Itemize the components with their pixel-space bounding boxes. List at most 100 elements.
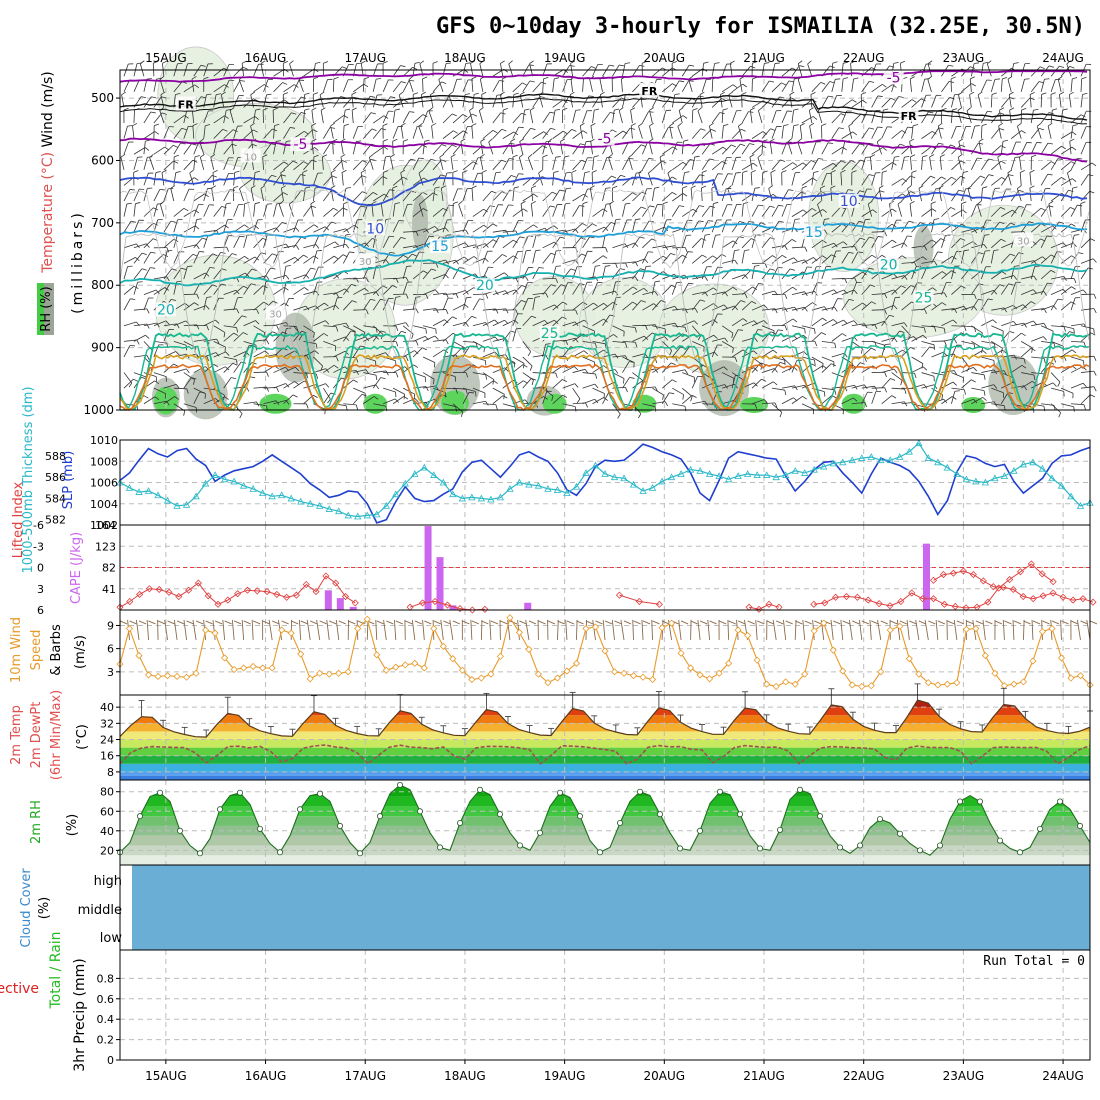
wind-barb-flag <box>583 350 589 355</box>
wind-barb-flag <box>648 111 654 113</box>
wind-barb-flag <box>882 147 887 151</box>
wind-barb-flag <box>360 205 366 208</box>
wind-barb <box>1041 305 1054 311</box>
wind-barb <box>622 301 633 311</box>
wind-barb <box>608 157 613 170</box>
wind-speed-marker <box>211 629 219 637</box>
wind-barb-flag <box>584 319 589 324</box>
wind-barb <box>392 237 402 249</box>
temp-band <box>120 771 1090 776</box>
wind-barb-flag <box>877 95 883 97</box>
wind-barb-flag <box>1067 169 1072 174</box>
wind-barb <box>841 397 854 405</box>
wind-barb <box>502 330 512 342</box>
wind-barb-flag <box>752 286 757 290</box>
wind-barb <box>173 219 178 233</box>
wind-barb <box>781 204 788 217</box>
wind-barb <box>1048 203 1052 217</box>
wind-barb-flag <box>212 253 218 257</box>
wind-barb <box>1011 356 1025 360</box>
wind-barb-flag <box>1010 222 1016 226</box>
wind-barb-flag <box>313 224 319 228</box>
wind-barb <box>801 177 813 186</box>
wind-barb <box>1059 94 1062 108</box>
wind-barb <box>991 271 1003 280</box>
wind-barb-flag <box>226 109 232 111</box>
wind-barb-flag <box>824 229 828 235</box>
wind-barb <box>861 284 871 295</box>
wind-barb-flag <box>360 169 366 173</box>
lifted-index-marker <box>979 577 987 585</box>
wind-barb-flag <box>671 192 677 196</box>
wind-barb-flag <box>365 242 370 248</box>
wind-barb <box>662 341 672 351</box>
wind-barb <box>512 126 520 139</box>
wind-barb <box>911 266 917 280</box>
wind-barb-flag <box>963 170 969 173</box>
wind-barb <box>163 282 171 295</box>
thickness-marker <box>829 459 837 467</box>
wind-barb <box>831 95 838 108</box>
wind-barb-flag <box>868 127 875 130</box>
wind-barb <box>781 286 793 295</box>
wind-barb <box>941 396 953 405</box>
wind-barb-flag <box>355 404 359 410</box>
wind-barb <box>333 288 346 295</box>
cape-bar <box>524 602 532 610</box>
wind-barb-flag <box>605 187 611 189</box>
temp-band <box>120 763 1090 772</box>
wind-barb <box>821 395 833 405</box>
surface-wind-barb-flag <box>975 620 984 625</box>
wind-barb-flag <box>1093 328 1095 334</box>
wind-barb <box>941 235 946 248</box>
wind-barb-flag <box>573 366 579 371</box>
wind-barb-flag <box>375 375 378 381</box>
wind-speed-marker <box>934 681 942 689</box>
thickness-marker <box>629 480 638 488</box>
wind-barb-flag <box>342 66 347 69</box>
wind-barb <box>522 224 534 233</box>
wind-barb-flag <box>381 128 387 131</box>
wind-barb-flag <box>242 66 248 70</box>
wind-barb <box>921 95 927 108</box>
wind-barb-flag <box>365 309 369 315</box>
wind-barb-flag <box>534 296 540 298</box>
wind-barb <box>323 221 332 233</box>
wind-barb <box>512 251 519 264</box>
wind-barb-flag <box>439 154 445 158</box>
wind-barb-flag <box>209 267 215 269</box>
wind-barb <box>737 126 743 139</box>
wind-barb <box>1070 266 1076 280</box>
wind-barb <box>662 146 674 155</box>
wind-barb <box>970 125 976 139</box>
surface-wind-barb <box>802 619 806 640</box>
wind-barb <box>552 157 557 170</box>
wind-barb-flag <box>272 300 278 304</box>
temp-line <box>119 699 1091 738</box>
wind-barb-flag <box>484 257 489 263</box>
thickness-marker <box>277 491 286 499</box>
wind-barb-flag <box>226 246 230 252</box>
wind-barb-flag <box>445 62 452 64</box>
wind-barb-flag <box>951 176 957 181</box>
wind-barb <box>791 191 802 202</box>
wind-barb-flag <box>893 61 899 64</box>
surface-wind-barb-flag <box>214 620 223 625</box>
wind-barb-flag <box>415 296 421 298</box>
wind-barb <box>412 114 424 124</box>
wind-barb-flag <box>356 62 362 65</box>
thickness-marker <box>401 479 409 487</box>
wind-barb <box>263 204 268 217</box>
wind-barb <box>731 236 740 249</box>
wind-barb-flag <box>907 185 912 189</box>
slp-background <box>120 440 1090 525</box>
wind-barb <box>482 251 488 264</box>
wind-barb <box>811 141 817 155</box>
wind-barb-flag <box>502 254 507 257</box>
wind-barb <box>342 330 352 342</box>
wind-barb <box>482 336 496 342</box>
rh-blob-moist <box>259 393 292 414</box>
wind-barb <box>392 126 399 139</box>
wind-barb <box>931 176 942 186</box>
wind-barb <box>662 83 673 93</box>
